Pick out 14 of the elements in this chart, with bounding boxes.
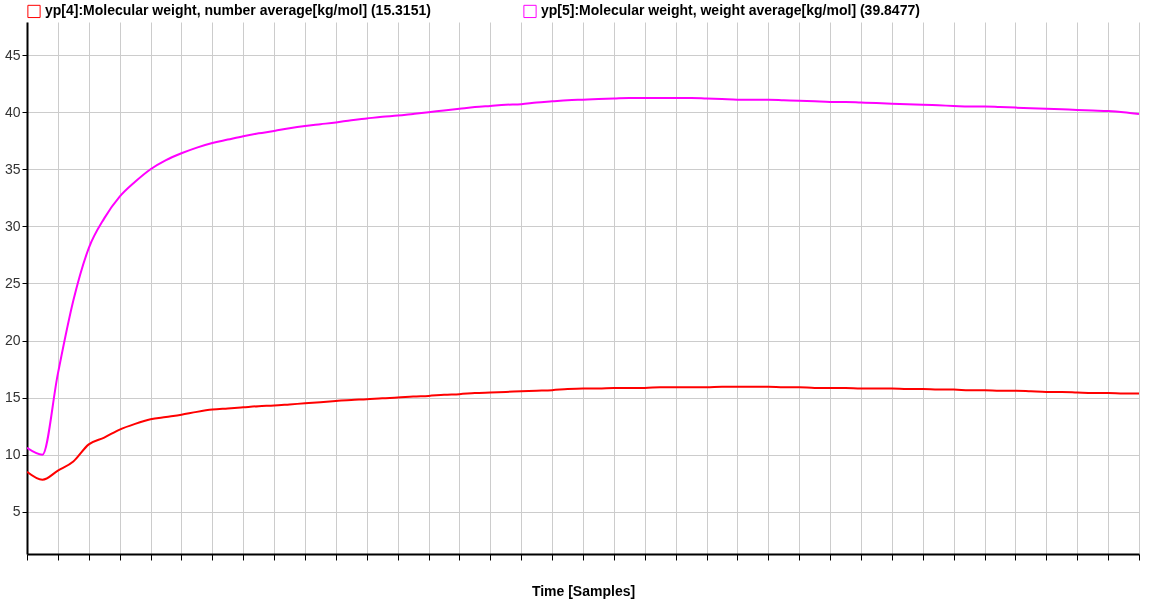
y-tick-label: 25	[4, 274, 21, 291]
legend-label: yp[4]:Molecular weight, number average[kg/mol] (15.3151)	[45, 2, 431, 19]
y-tick-label: 45	[4, 46, 21, 63]
y-tick-label: 10	[4, 446, 21, 463]
y-tick-label: 20	[4, 332, 21, 349]
line-series	[27, 385, 1139, 481]
x-axis-title: Time [Samples]	[531, 583, 636, 599]
y-tick-label: 35	[4, 160, 21, 177]
legend-label: yp[5]:Molecular weight, weight average[kg/mol] (39.8477)	[541, 2, 920, 19]
y-tick-label: 30	[4, 217, 21, 234]
line-series	[27, 96, 1139, 456]
y-tick-label: 15	[4, 389, 21, 406]
y-tick-label: 5	[12, 503, 21, 520]
y-tick-label: 40	[4, 103, 21, 120]
